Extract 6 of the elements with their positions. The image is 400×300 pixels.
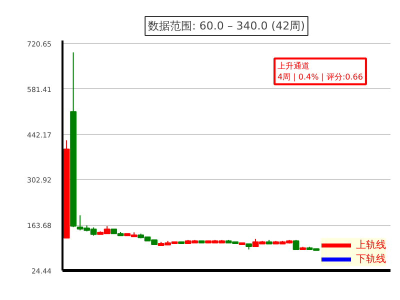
annotation: 上升通道 <box>278 62 310 70</box>
legend-label: 下轨线 <box>356 252 386 266</box>
annotation: 4周 | 0.4% | 评分:0.66 <box>278 72 363 82</box>
chart-title: 数据范围: 60.0 – 340.0 (42周) <box>148 20 305 32</box>
legend-label: 上轨线 <box>356 238 386 252</box>
candlestick <box>292 239 300 250</box>
